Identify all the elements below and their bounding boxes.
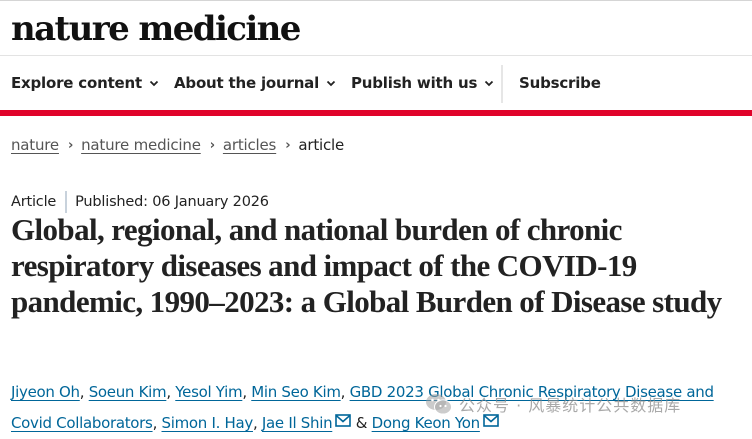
watermark-text: 公众号 · 风暴统计公共数据库 <box>459 396 682 415</box>
journal-logo[interactable]: nature medicine <box>11 9 301 49</box>
author-link[interactable]: Dong Keon Yon <box>371 414 481 432</box>
nav-about-the-journal[interactable]: About the journal <box>174 56 336 110</box>
author-link[interactable]: Jae Il Shin <box>261 414 333 432</box>
header-divider <box>0 55 752 56</box>
nav-publish-with-us[interactable]: Publish with us <box>351 56 494 110</box>
meta-divider <box>65 191 68 213</box>
nav-subscribe[interactable]: Subscribe <box>519 56 601 110</box>
article-title: Global, regional, and national burden of… <box>11 212 722 319</box>
author-link[interactable]: Min Seo Kim <box>251 383 341 401</box>
chevron-right-icon: › <box>67 137 74 153</box>
chevron-right-icon: › <box>285 137 291 153</box>
published-date: Published: 06 January 2026 <box>75 194 269 210</box>
author-link[interactable]: Jiyeon Oh <box>11 383 80 401</box>
author-link[interactable]: Simon I. Hay <box>161 414 254 432</box>
breadcrumb-articles[interactable]: articles <box>222 136 277 154</box>
accent-bar <box>0 110 752 116</box>
breadcrumb-nature-medicine[interactable]: nature medicine <box>81 136 201 154</box>
nav-explore-content[interactable]: Explore content <box>11 56 159 110</box>
watermark: 公众号 · 风暴统计公共数据库 <box>425 392 681 416</box>
nav-about-the-journal-label: About the journal <box>174 74 320 92</box>
chevron-down-icon <box>326 80 336 87</box>
author-link[interactable]: Soeun Kim <box>88 383 167 401</box>
author-link[interactable]: Yesol Yim <box>175 383 243 401</box>
mail-icon[interactable] <box>335 414 352 427</box>
main-nav: Explore content About the journal Publis… <box>0 56 752 110</box>
article-type: Article <box>11 194 57 210</box>
nav-subscribe-label: Subscribe <box>519 74 601 92</box>
nav-explore-content-label: Explore content <box>11 74 142 92</box>
article-meta: Article Published: 06 January 2026 <box>11 191 269 213</box>
nav-divider <box>501 65 503 103</box>
top-border <box>0 0 752 1</box>
breadcrumb: nature › nature medicine › articles › ar… <box>11 136 344 154</box>
chevron-down-icon <box>149 80 159 87</box>
wechat-icon <box>426 394 452 415</box>
author-list: Jiyeon Oh, Soeun Kim, Yesol Yim, Min Seo… <box>11 383 714 432</box>
mail-icon[interactable] <box>483 414 499 427</box>
chevron-down-icon <box>485 80 494 87</box>
chevron-right-icon: › <box>209 137 215 153</box>
breadcrumb-current: article <box>298 136 345 154</box>
nav-publish-with-us-label: Publish with us <box>351 74 478 92</box>
breadcrumb-nature[interactable]: nature <box>11 136 59 154</box>
